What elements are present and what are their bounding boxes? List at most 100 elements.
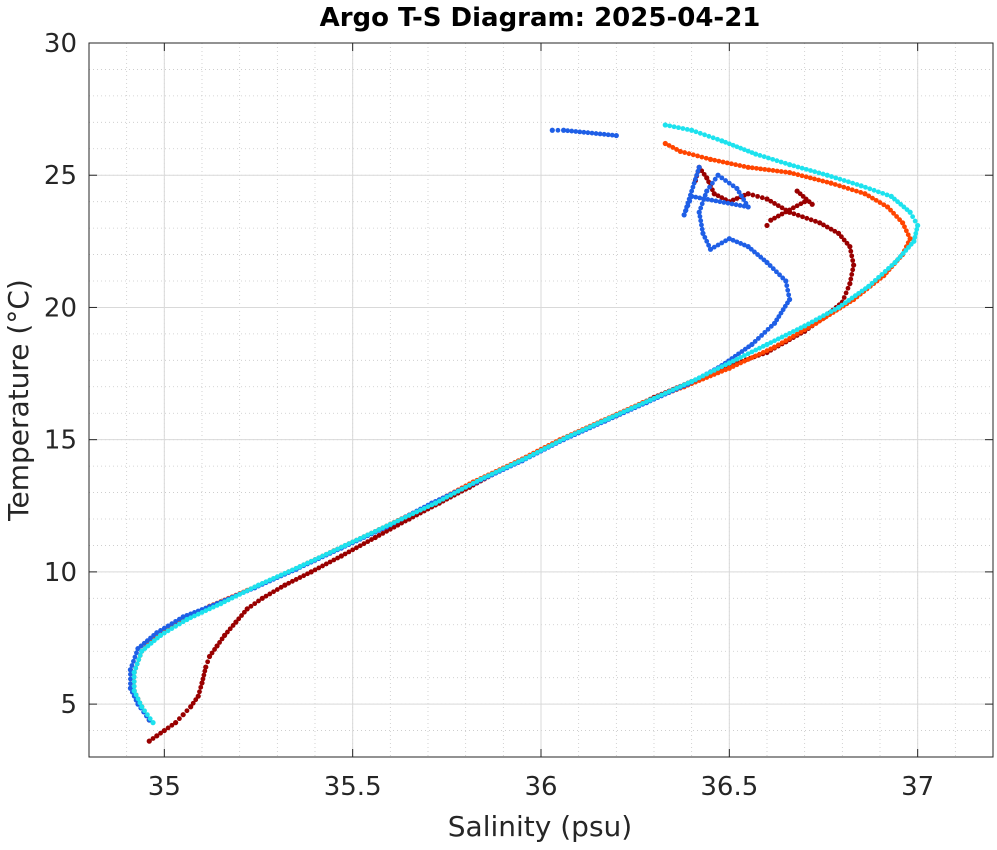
data-point [787,330,792,336]
data-point [785,287,791,293]
data-point [636,402,642,408]
data-point [259,595,265,601]
data-point [697,195,703,201]
data-point [448,492,453,498]
data-point [768,340,774,346]
data-point [144,712,150,718]
data-point [739,349,745,354]
data-point [519,457,525,463]
data-point [854,182,860,187]
data-point [719,364,725,370]
data-point [862,191,868,197]
data-point [772,215,777,221]
data-point [903,228,909,234]
data-point [895,199,900,205]
data-point [686,196,692,202]
y-axis-label: Temperature (°C) [2,279,35,522]
data-point [142,646,148,651]
data-point [244,606,250,612]
data-point [721,200,727,205]
data-point [813,218,818,224]
data-point [217,640,222,645]
data-point [730,142,736,148]
data-point [180,712,186,718]
data-point [190,700,196,706]
data-point [335,546,340,552]
data-point [869,280,875,286]
data-point [666,389,672,394]
data-point [585,130,591,136]
data-point [800,214,805,220]
data-point [888,193,894,199]
data-point [749,349,755,355]
data-point [752,249,757,255]
data-point [376,533,382,538]
x-tick-labels: 35 35.5 36 36.5 37 [148,772,934,802]
data-point [817,315,823,321]
data-point [133,692,139,698]
x-tick-label: 36.5 [700,772,758,802]
data-point [218,601,224,607]
data-point [470,480,476,486]
data-point [512,461,518,466]
data-point [263,579,269,585]
data-point [698,205,704,211]
data-point [900,220,906,226]
data-point [489,471,495,477]
data-point [704,188,710,194]
data-point [399,516,405,522]
data-point [188,611,194,617]
data-point [833,175,839,181]
data-point [753,347,759,353]
data-point [719,175,725,181]
data-point [244,588,250,594]
data-point [361,541,367,547]
data-point [158,628,163,633]
data-point [708,369,713,375]
data-point [320,563,325,569]
data-point [609,132,615,138]
data-point [745,351,751,357]
data-point [730,183,736,189]
data-point [779,211,785,217]
data-point [127,667,134,673]
data-point [753,353,759,359]
data-point [886,266,891,271]
data-point [787,207,792,213]
data-point [790,329,796,334]
data-point [255,582,262,588]
data-point [354,545,359,551]
data-point [421,506,427,511]
data-point [259,581,265,586]
data-point [387,526,393,532]
data-point [338,544,344,550]
data-point [354,537,359,543]
data-point [173,618,179,624]
data-point [680,126,686,131]
data-point [133,665,139,671]
data-point [131,674,137,680]
data-point [768,323,774,329]
data-point [787,162,793,168]
data-point [764,341,770,348]
data-point [184,616,190,623]
data-point [625,407,631,413]
data-point [738,193,744,199]
data-point [252,601,258,607]
data-point [161,625,167,631]
data-point [601,131,607,137]
data-point [632,404,638,410]
chart-title: Argo T-S Diagram: 2025-04-21 [320,3,761,33]
data-point [406,513,412,518]
data-point [711,367,717,373]
data-point [905,232,911,238]
data-point [824,172,830,178]
data-point [180,619,186,625]
data-point [177,621,182,627]
data-point [820,171,826,177]
data-point [384,523,389,529]
data-point [146,738,152,744]
data-point [137,700,143,706]
data-point [376,527,382,532]
data-point [764,222,770,229]
